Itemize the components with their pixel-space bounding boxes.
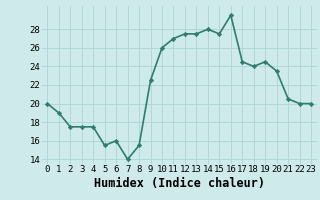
X-axis label: Humidex (Indice chaleur): Humidex (Indice chaleur): [94, 177, 265, 190]
